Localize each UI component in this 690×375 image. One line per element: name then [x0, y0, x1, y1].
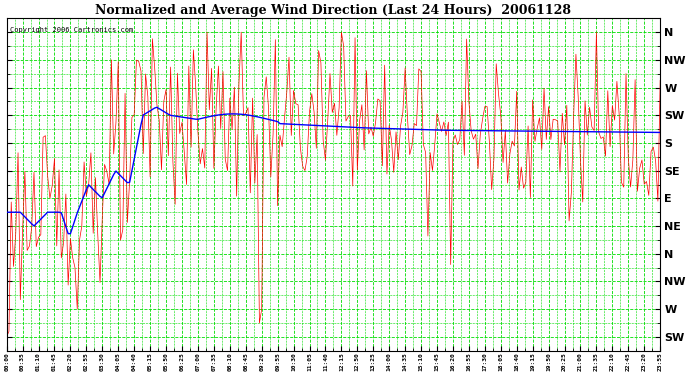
Text: Copyright 2006 Cartronics.com: Copyright 2006 Cartronics.com	[10, 27, 133, 33]
Title: Normalized and Average Wind Direction (Last 24 Hours)  20061128: Normalized and Average Wind Direction (L…	[95, 4, 571, 17]
